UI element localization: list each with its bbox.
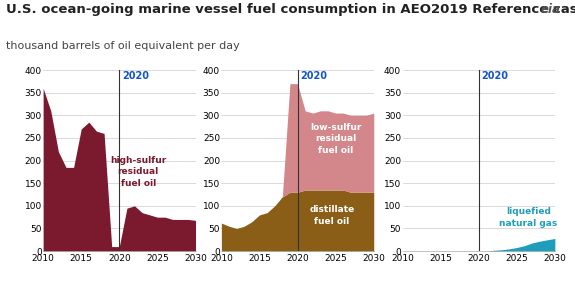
Text: 2020: 2020: [482, 72, 509, 81]
Text: liquefied
natural gas: liquefied natural gas: [499, 207, 557, 227]
Text: 2020: 2020: [122, 72, 150, 81]
Text: low-sulfur
residual
fuel oil: low-sulfur residual fuel oil: [310, 123, 361, 155]
Text: U.S. ocean-going marine vessel fuel consumption in AEO2019 Reference case: U.S. ocean-going marine vessel fuel cons…: [6, 3, 575, 16]
Text: 2020: 2020: [301, 72, 328, 81]
Text: thousand barrels of oil equivalent per day: thousand barrels of oil equivalent per d…: [6, 41, 240, 51]
Text: high-sulfur
residual
fuel oil: high-sulfur residual fuel oil: [110, 156, 167, 188]
Text: eia: eia: [540, 3, 561, 16]
Text: distillate
fuel oil: distillate fuel oil: [309, 205, 354, 226]
